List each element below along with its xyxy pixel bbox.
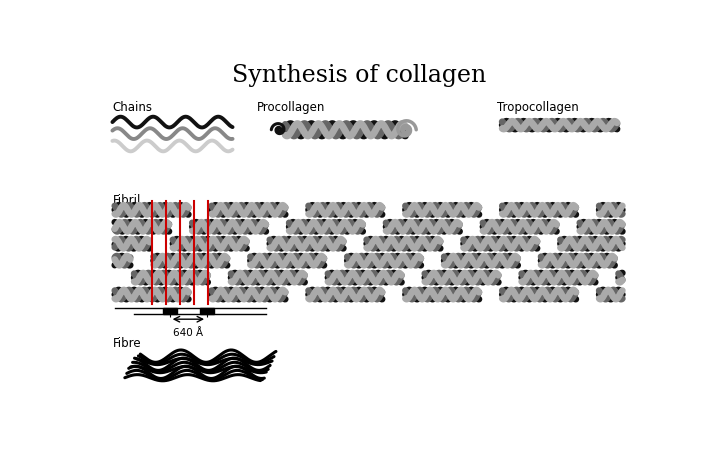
Text: Procollagen: Procollagen <box>257 101 325 113</box>
Text: Fibre: Fibre <box>112 337 141 350</box>
Text: Chains: Chains <box>112 101 152 113</box>
Text: Tropocollagen: Tropocollagen <box>497 101 578 113</box>
Bar <box>163 308 177 314</box>
Text: Fibril: Fibril <box>112 195 141 207</box>
Text: 640 Å: 640 Å <box>173 328 203 338</box>
Bar <box>200 308 214 314</box>
Text: Synthesis of collagen: Synthesis of collagen <box>232 64 486 87</box>
